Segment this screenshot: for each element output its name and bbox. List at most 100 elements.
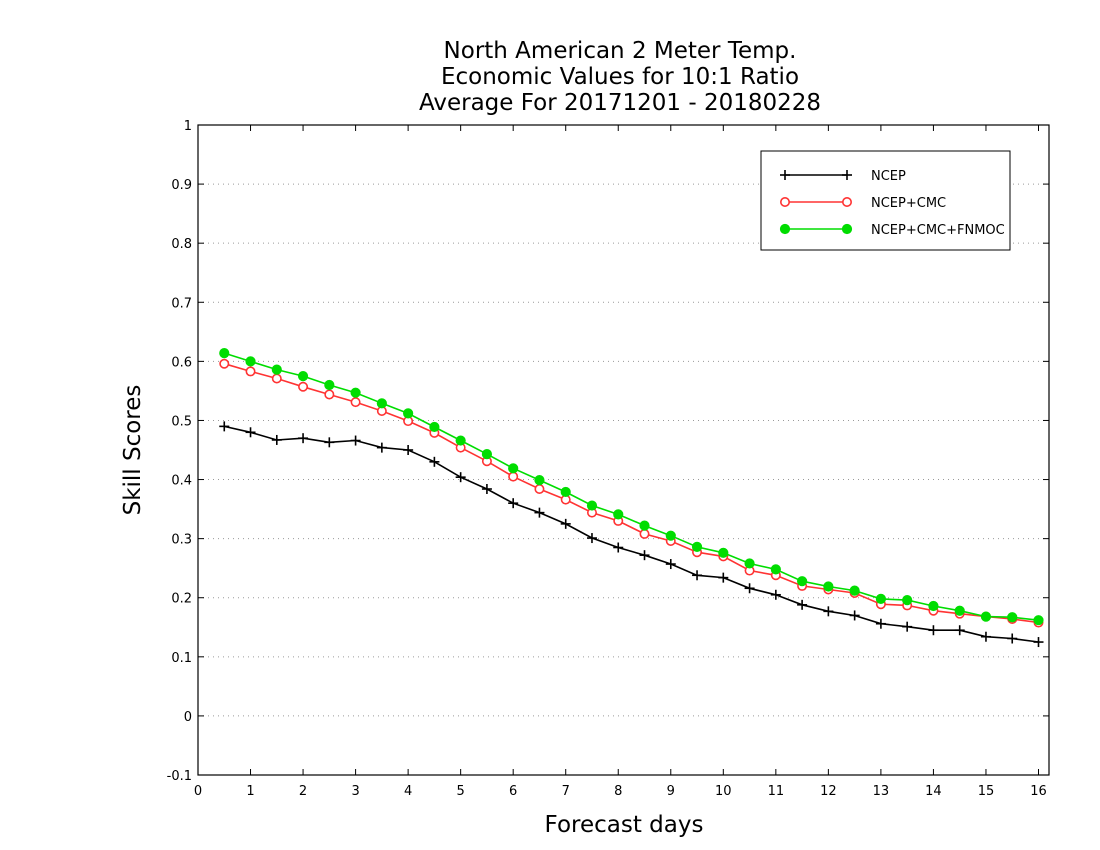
series-line	[224, 352, 1039, 621]
data-point	[376, 442, 387, 453]
series-ncep-cmc	[219, 358, 1044, 628]
y-tick-label: -0.1	[167, 769, 192, 784]
data-point	[770, 564, 781, 575]
title-line-1: North American 2 Meter Temp.	[444, 38, 797, 64]
series-ncep	[219, 421, 1044, 648]
series-layer	[219, 347, 1044, 648]
data-point	[928, 625, 939, 636]
data-point	[586, 533, 597, 544]
x-tick-label: 3	[351, 784, 359, 799]
y-tick-label: 0.1	[171, 651, 192, 666]
data-point	[534, 475, 545, 486]
x-tick-label: 16	[1030, 784, 1047, 799]
legend-box	[760, 150, 1011, 251]
data-point	[245, 356, 256, 367]
data-point	[797, 576, 808, 587]
data-point	[744, 583, 755, 594]
data-point	[586, 500, 598, 511]
y-tick-label: 0.7	[171, 296, 192, 311]
data-point	[219, 347, 230, 359]
data-point	[534, 483, 545, 494]
data-point	[1007, 633, 1018, 644]
data-point	[245, 366, 256, 377]
data-point	[639, 528, 650, 539]
series-line	[224, 425, 1039, 643]
data-point	[508, 471, 519, 482]
data-point	[954, 625, 965, 636]
y-tick-label: 0.4	[171, 474, 192, 489]
x-tick-label: 7	[562, 784, 570, 799]
data-point	[350, 397, 361, 408]
data-point	[823, 581, 834, 592]
series-line	[224, 362, 1039, 624]
chart-title: North American 2 Meter Temp. Economic Va…	[419, 38, 821, 116]
x-tick-label: 11	[768, 784, 785, 799]
data-point	[429, 456, 440, 467]
y-axis-label: Skill Scores	[120, 385, 146, 516]
data-point	[429, 421, 440, 433]
data-point	[954, 605, 965, 616]
x-axis-label: Forecast days	[545, 812, 704, 838]
x-tick-label: 6	[509, 784, 517, 799]
x-tick-label: 4	[404, 784, 412, 799]
data-point	[481, 484, 492, 494]
data-point	[875, 593, 887, 605]
data-point	[298, 381, 309, 392]
data-point	[271, 373, 282, 384]
data-point	[403, 408, 414, 419]
y-tick-label: 0.9	[171, 178, 192, 193]
data-point	[613, 542, 624, 553]
data-point	[691, 541, 703, 553]
data-point	[481, 449, 493, 460]
data-point	[219, 358, 230, 369]
data-point	[980, 631, 991, 642]
x-tick-label: 14	[925, 784, 942, 799]
data-point	[744, 558, 755, 569]
legend-marker	[779, 223, 791, 235]
data-point	[875, 618, 886, 629]
data-point	[297, 371, 309, 382]
legend: NCEP NCEP+CMC NCEP+CMC+FNMOC	[760, 150, 1011, 251]
y-tick-label: 1	[184, 119, 192, 134]
y-tick-label: 0.6	[171, 355, 192, 370]
series-ncep-cmc-fnmoc	[219, 347, 1044, 626]
data-point	[534, 507, 545, 518]
legend-label: NCEP+CMC	[871, 196, 946, 211]
legend-marker	[780, 170, 790, 180]
data-point	[455, 435, 466, 446]
x-tick-label: 8	[614, 784, 622, 799]
y-tick-label: 0.3	[171, 533, 192, 548]
data-point	[324, 389, 335, 400]
legend-marker	[841, 223, 853, 235]
data-point	[849, 585, 860, 596]
data-point	[455, 472, 466, 483]
data-point	[718, 572, 729, 583]
x-tick-label: 10	[715, 784, 732, 799]
data-point	[1033, 615, 1044, 626]
y-tick-label: 0.2	[171, 592, 192, 607]
data-point	[508, 463, 519, 474]
x-tick-label: 12	[820, 784, 837, 799]
data-point	[980, 611, 992, 622]
data-point	[560, 486, 571, 498]
data-point	[350, 435, 361, 446]
legend-item: NCEP+CMC	[779, 196, 946, 211]
legend-item: NCEP+CMC+FNMOC	[779, 223, 1005, 238]
data-point	[639, 550, 650, 561]
data-point	[271, 364, 282, 375]
data-point	[770, 589, 781, 600]
data-point	[902, 594, 913, 606]
y-tick-label: 0.8	[171, 237, 192, 252]
x-tick-label: 0	[194, 784, 202, 799]
data-point	[508, 498, 519, 509]
y-tick-label: 0	[184, 710, 192, 725]
x-tick-label: 2	[299, 784, 307, 799]
plot-frame	[197, 124, 1050, 776]
data-point	[902, 621, 913, 632]
x-tick-label: 13	[873, 784, 890, 799]
legend-label: NCEP	[871, 169, 906, 184]
data-point	[324, 379, 335, 391]
data-point	[928, 600, 939, 612]
data-point	[350, 387, 361, 398]
